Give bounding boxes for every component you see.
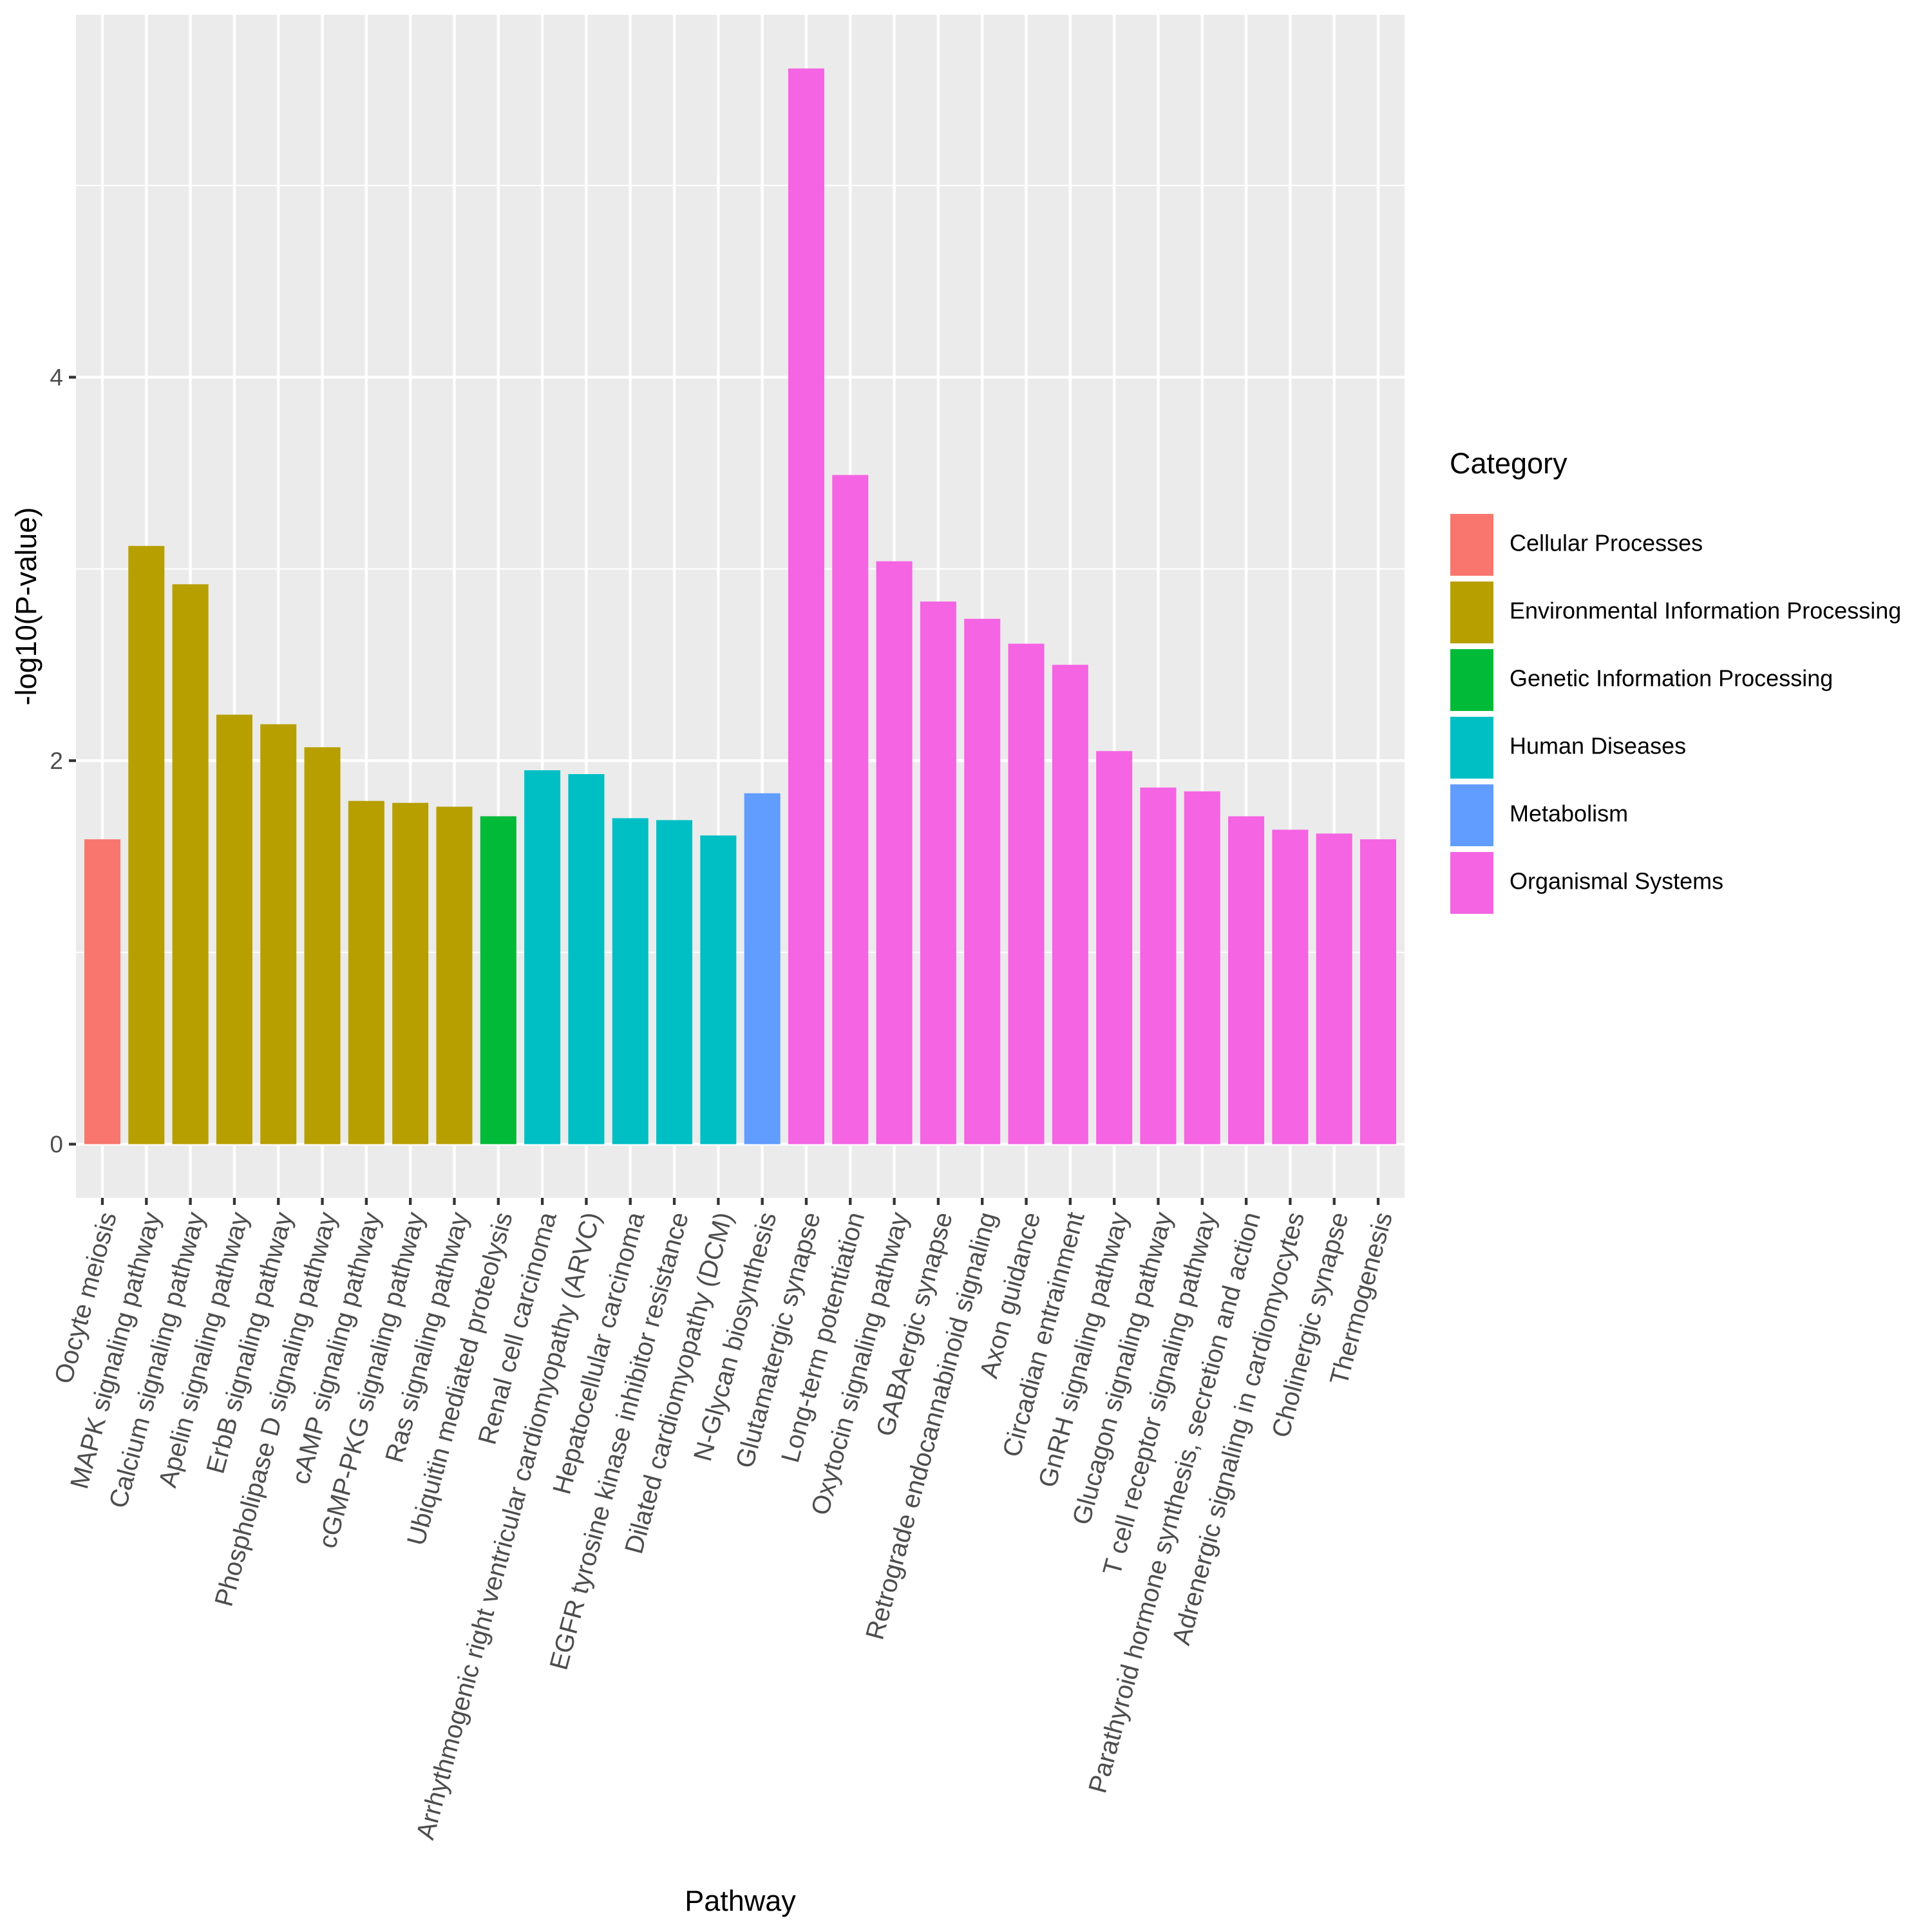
legend-label: Metabolism (1510, 800, 1628, 827)
bar (568, 774, 605, 1144)
y-tick-label: 4 (50, 365, 63, 391)
bar (260, 724, 297, 1144)
legend-item: Cellular Processes (1450, 514, 1703, 576)
bar (744, 793, 781, 1144)
legend-item: Metabolism (1450, 784, 1628, 846)
legend-label: Human Diseases (1510, 733, 1686, 759)
legend-swatch (1450, 514, 1493, 576)
legend-item: Organismal Systems (1450, 852, 1723, 914)
bar (1096, 751, 1133, 1144)
legend-swatch (1450, 784, 1493, 846)
bar (1272, 829, 1309, 1144)
bar (348, 800, 384, 1144)
bar (172, 584, 209, 1144)
y-tick-label: 2 (50, 748, 63, 774)
bar (1316, 833, 1352, 1144)
bar (1052, 665, 1088, 1144)
legend-swatch (1450, 649, 1493, 711)
legend-swatch (1450, 852, 1493, 914)
legend-label: Genetic Information Processing (1510, 665, 1833, 692)
bar (216, 714, 252, 1144)
bar (920, 601, 956, 1144)
bar (1228, 816, 1265, 1144)
legend-item: Environmental Information Processing (1450, 582, 1901, 643)
legend-label: Organismal Systems (1510, 868, 1723, 895)
bar (1360, 839, 1397, 1144)
bar (964, 618, 1001, 1144)
bar (84, 839, 120, 1144)
legend-item: Genetic Information Processing (1450, 649, 1833, 711)
minor-gridlines (76, 184, 1405, 953)
legend-items: Cellular Processes Environmental Informat… (1450, 514, 1901, 914)
bar (656, 820, 693, 1144)
legend: Category Cellular Processes Environmental… (1450, 447, 1901, 914)
legend-item: Human Diseases (1450, 717, 1686, 779)
bar (612, 818, 649, 1144)
bar (700, 835, 737, 1144)
bar (480, 816, 516, 1144)
y-axis: 0 2 4 (50, 365, 76, 1158)
bar (304, 747, 341, 1144)
bar (436, 806, 473, 1144)
y-tick-label: 0 (50, 1132, 63, 1158)
plot-panel (76, 15, 1405, 1198)
legend-swatch (1450, 717, 1493, 779)
bar (1140, 787, 1177, 1144)
bar (876, 561, 913, 1144)
bars (84, 68, 1397, 1144)
bar (524, 770, 561, 1144)
legend-label: Environmental Information Processing (1510, 598, 1901, 624)
bar (392, 802, 429, 1144)
bar (1008, 643, 1045, 1144)
y-axis-title: -log10(P-value) (10, 507, 43, 706)
legend-label: Cellular Processes (1510, 530, 1703, 556)
bar (832, 475, 869, 1144)
bar (788, 68, 824, 1144)
bar (1184, 791, 1220, 1144)
legend-swatch (1450, 582, 1493, 643)
x-axis-title: Pathway (685, 1884, 796, 1917)
bar (128, 545, 165, 1144)
legend-title: Category (1450, 447, 1567, 480)
